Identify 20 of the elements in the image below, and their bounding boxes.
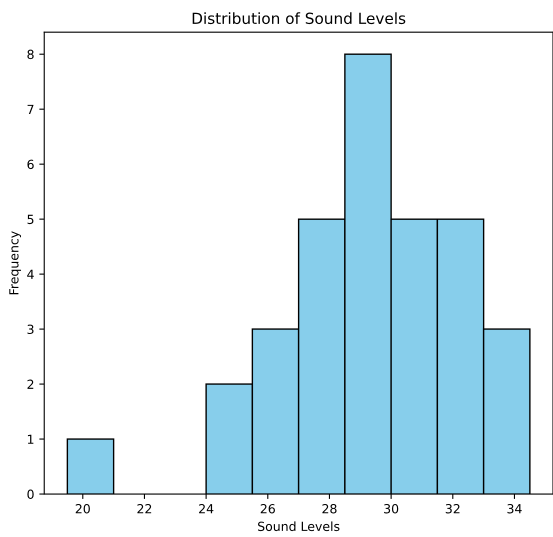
y-tick-label: 0 bbox=[27, 490, 34, 499]
y-tick-label: 8 bbox=[27, 50, 34, 60]
y-tick-label: 5 bbox=[28, 214, 34, 224]
y-tick-label: 6 bbox=[27, 160, 34, 170]
y-tick-label: 1 bbox=[28, 434, 34, 444]
x-axis-title: Sound Levels bbox=[258, 521, 340, 532]
x-tick-label: 34 bbox=[507, 504, 522, 514]
chart-title: Distribution of Sound Levels bbox=[192, 12, 406, 24]
x-tick-label: 30 bbox=[384, 504, 398, 514]
y-tick-label: 7 bbox=[28, 104, 34, 114]
x-tick-label: 32 bbox=[446, 504, 460, 514]
x-tick-label: 22 bbox=[137, 504, 152, 514]
x-tick-label: 20 bbox=[76, 504, 90, 514]
y-tick-label: 2 bbox=[27, 380, 34, 389]
y-tick-label: 3 bbox=[28, 324, 34, 334]
x-tick-label: 28 bbox=[322, 504, 337, 514]
x-tick-label: 24 bbox=[199, 504, 214, 514]
x-tick-label: 26 bbox=[260, 504, 275, 514]
y-axis-title: Frequency bbox=[9, 231, 22, 294]
y-tick-label: 4 bbox=[27, 270, 34, 279]
